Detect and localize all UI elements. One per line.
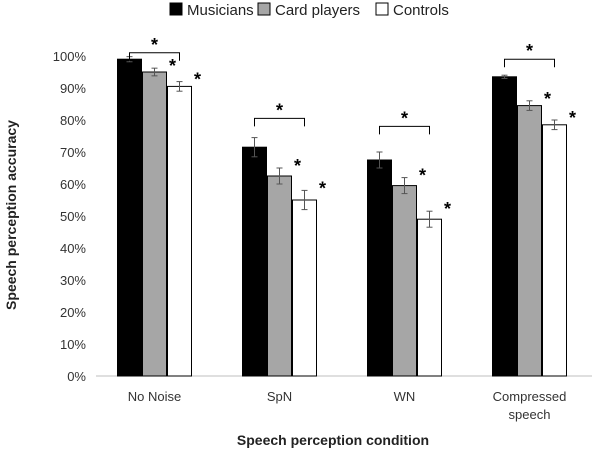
bars (117, 56, 567, 377)
y-tick-label: 20% (60, 305, 86, 320)
y-tick-label: 60% (60, 177, 86, 192)
significance-annotations: * * * * * * * * * * * * (129, 35, 576, 219)
bar-controls (292, 199, 317, 377)
significance-star: * (544, 89, 551, 109)
x-axis-title: Speech perception condition (237, 432, 429, 448)
legend-label: Card players (275, 2, 360, 19)
legend-swatch (257, 2, 271, 16)
significance-star: * (294, 156, 301, 176)
error-bar (151, 67, 158, 77)
significance-bracket (379, 125, 430, 135)
significance-star: * (419, 166, 426, 186)
y-tick-label: 90% (60, 81, 86, 96)
significance-star: * (401, 108, 408, 128)
significance-star: * (444, 199, 451, 219)
y-tick-label: 10% (60, 337, 86, 352)
x-tick-label: SpN (267, 389, 292, 404)
significance-star: * (526, 41, 533, 61)
error-bar (276, 167, 283, 185)
legend-item: Card players (257, 2, 360, 19)
y-tick-label: 70% (60, 145, 86, 160)
x-axis: No Noise SpN WN Compressed speech (96, 375, 592, 422)
significance-star: * (569, 108, 576, 128)
bar-card-players (267, 175, 292, 377)
legend: Musicians Card players Controls (169, 2, 449, 19)
bar-musicians (492, 76, 517, 377)
error-bar (551, 119, 558, 131)
error-bar (251, 137, 258, 158)
x-tick-label: No Noise (128, 389, 181, 404)
significance-star: * (169, 56, 176, 76)
error-bar (376, 151, 383, 169)
bar-musicians (367, 159, 392, 377)
x-tick-label: WN (394, 389, 416, 404)
x-tick-label: Compressed (493, 389, 567, 404)
bar-controls (167, 85, 192, 377)
bar-controls (417, 218, 442, 377)
bar-card-players (142, 71, 167, 377)
legend-swatch (169, 2, 183, 16)
y-tick-label: 30% (60, 273, 86, 288)
y-tick-label: 100% (53, 49, 87, 64)
y-tick-label: 40% (60, 241, 86, 256)
bar-card-players (517, 105, 542, 377)
significance-star: * (276, 100, 283, 120)
legend-label: Controls (393, 2, 449, 19)
significance-bracket (504, 58, 555, 68)
legend-swatch (375, 2, 389, 16)
significance-star: * (194, 70, 201, 90)
y-axis-title: Speech perception accuracy (3, 120, 19, 310)
y-axis: 0% 10% 20% 30% 40% 50% 60% 70% 80% 90% 100% (53, 49, 87, 384)
error-bar (176, 81, 183, 92)
legend-label: Musicians (187, 2, 254, 19)
error-bar (526, 100, 533, 111)
bar-controls (542, 124, 567, 377)
error-bar (501, 74, 508, 79)
y-tick-label: 0% (67, 369, 86, 384)
x-tick-label: speech (509, 407, 551, 422)
legend-item: Controls (375, 2, 449, 19)
bar-musicians (242, 146, 267, 377)
y-tick-label: 80% (60, 113, 86, 128)
significance-bracket (254, 117, 305, 127)
y-tick-label: 50% (60, 209, 86, 224)
error-bar (426, 210, 433, 228)
legend-item: Musicians (169, 2, 254, 19)
significance-star: * (151, 35, 158, 55)
bar-musicians (117, 58, 142, 377)
bar-card-players (392, 185, 417, 377)
significance-bracket (129, 52, 180, 61)
error-bar (401, 177, 408, 195)
significance-star: * (319, 178, 326, 198)
error-bar (301, 189, 308, 211)
